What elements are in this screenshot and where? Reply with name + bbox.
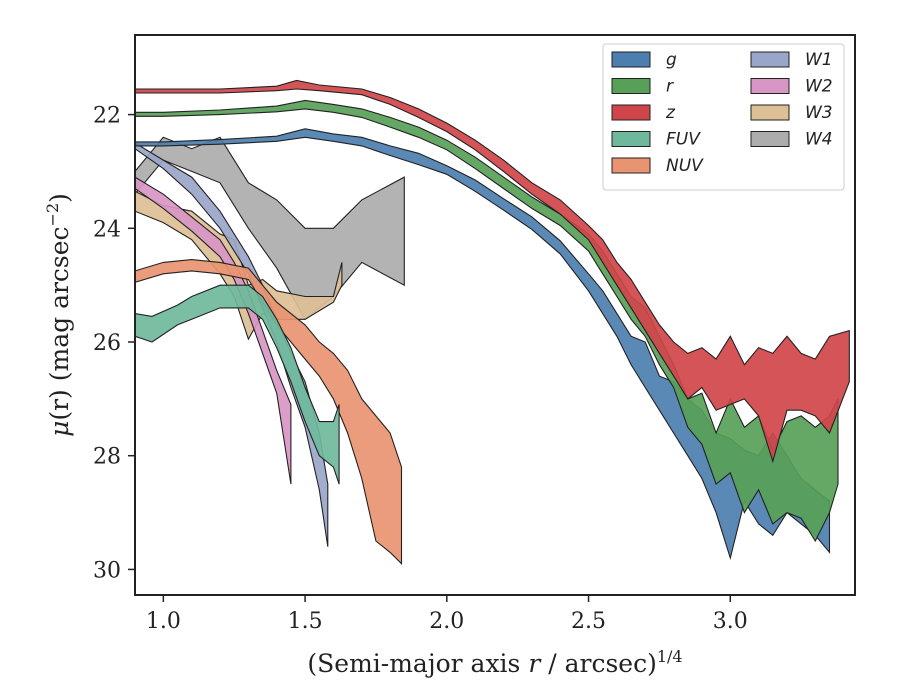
legend-label: W2 [805, 77, 833, 97]
legend-swatch [611, 157, 651, 174]
legend-swatch [611, 78, 651, 94]
x-tick-label: 3.0 [713, 609, 748, 634]
band-nuv [135, 259, 403, 566]
plot-frame [134, 34, 856, 596]
legend-label: FUV [666, 130, 701, 150]
y-tick-label: 22 [93, 104, 121, 129]
legend-item-r: r [611, 77, 674, 97]
legend-item-nuv: NUV [611, 156, 704, 176]
x-tick-label: 1.5 [288, 609, 323, 634]
legend-swatch [611, 51, 651, 68]
x-tick-label: 2.0 [429, 609, 464, 634]
x-tick-label: 1.0 [146, 609, 181, 634]
legend-item-z: z [611, 103, 676, 123]
legend: grz FUV NUV W1 W2 W3 W4 [602, 43, 845, 191]
band-w4 [135, 136, 405, 321]
legend-swatch [750, 131, 790, 147]
profile-bands [135, 79, 850, 566]
legend-label: z [665, 103, 676, 123]
y-tick-label: 30 [93, 558, 121, 583]
x-axis-label: (Semi-major axis r / arcsec)1/4 [307, 647, 682, 678]
legend-swatch [611, 104, 651, 121]
y-tick-label: 24 [93, 217, 121, 242]
legend-label: W3 [805, 103, 833, 123]
y-axis-label: μ(r) (mag arcsec−2) [43, 193, 74, 437]
legend-label: W4 [805, 130, 833, 150]
legend-item-w1: W1 [750, 50, 833, 70]
band-w2 [135, 176, 292, 485]
legend-swatch [750, 78, 790, 94]
legend-label: r [666, 77, 674, 97]
legend-swatch [750, 51, 790, 68]
legend-item-fuv: FUV [611, 130, 701, 150]
y-tick-label: 26 [93, 331, 121, 356]
x-axis-ticks: 1.0 1.5 2.0 2.5 3.0 [146, 595, 748, 634]
band-g [135, 128, 831, 561]
legend-item-w2: W2 [750, 77, 833, 97]
legend-item-w4: W4 [750, 130, 833, 150]
legend-item-w3: W3 [750, 103, 833, 123]
legend-label: g [666, 50, 677, 70]
band-z [135, 79, 850, 464]
x-tick-label: 2.5 [571, 609, 606, 634]
y-tick-label: 28 [93, 445, 121, 470]
legend-swatch [611, 131, 651, 147]
band-w1 [135, 142, 329, 547]
band-r [135, 99, 839, 543]
legend-label: W1 [805, 50, 833, 70]
y-axis-ticks: 22 24 26 28 30 [93, 104, 135, 583]
legend-item-g: g [611, 50, 677, 70]
legend-swatch [750, 104, 790, 121]
legend-label: NUV [666, 156, 704, 176]
band-fuv [135, 284, 340, 485]
